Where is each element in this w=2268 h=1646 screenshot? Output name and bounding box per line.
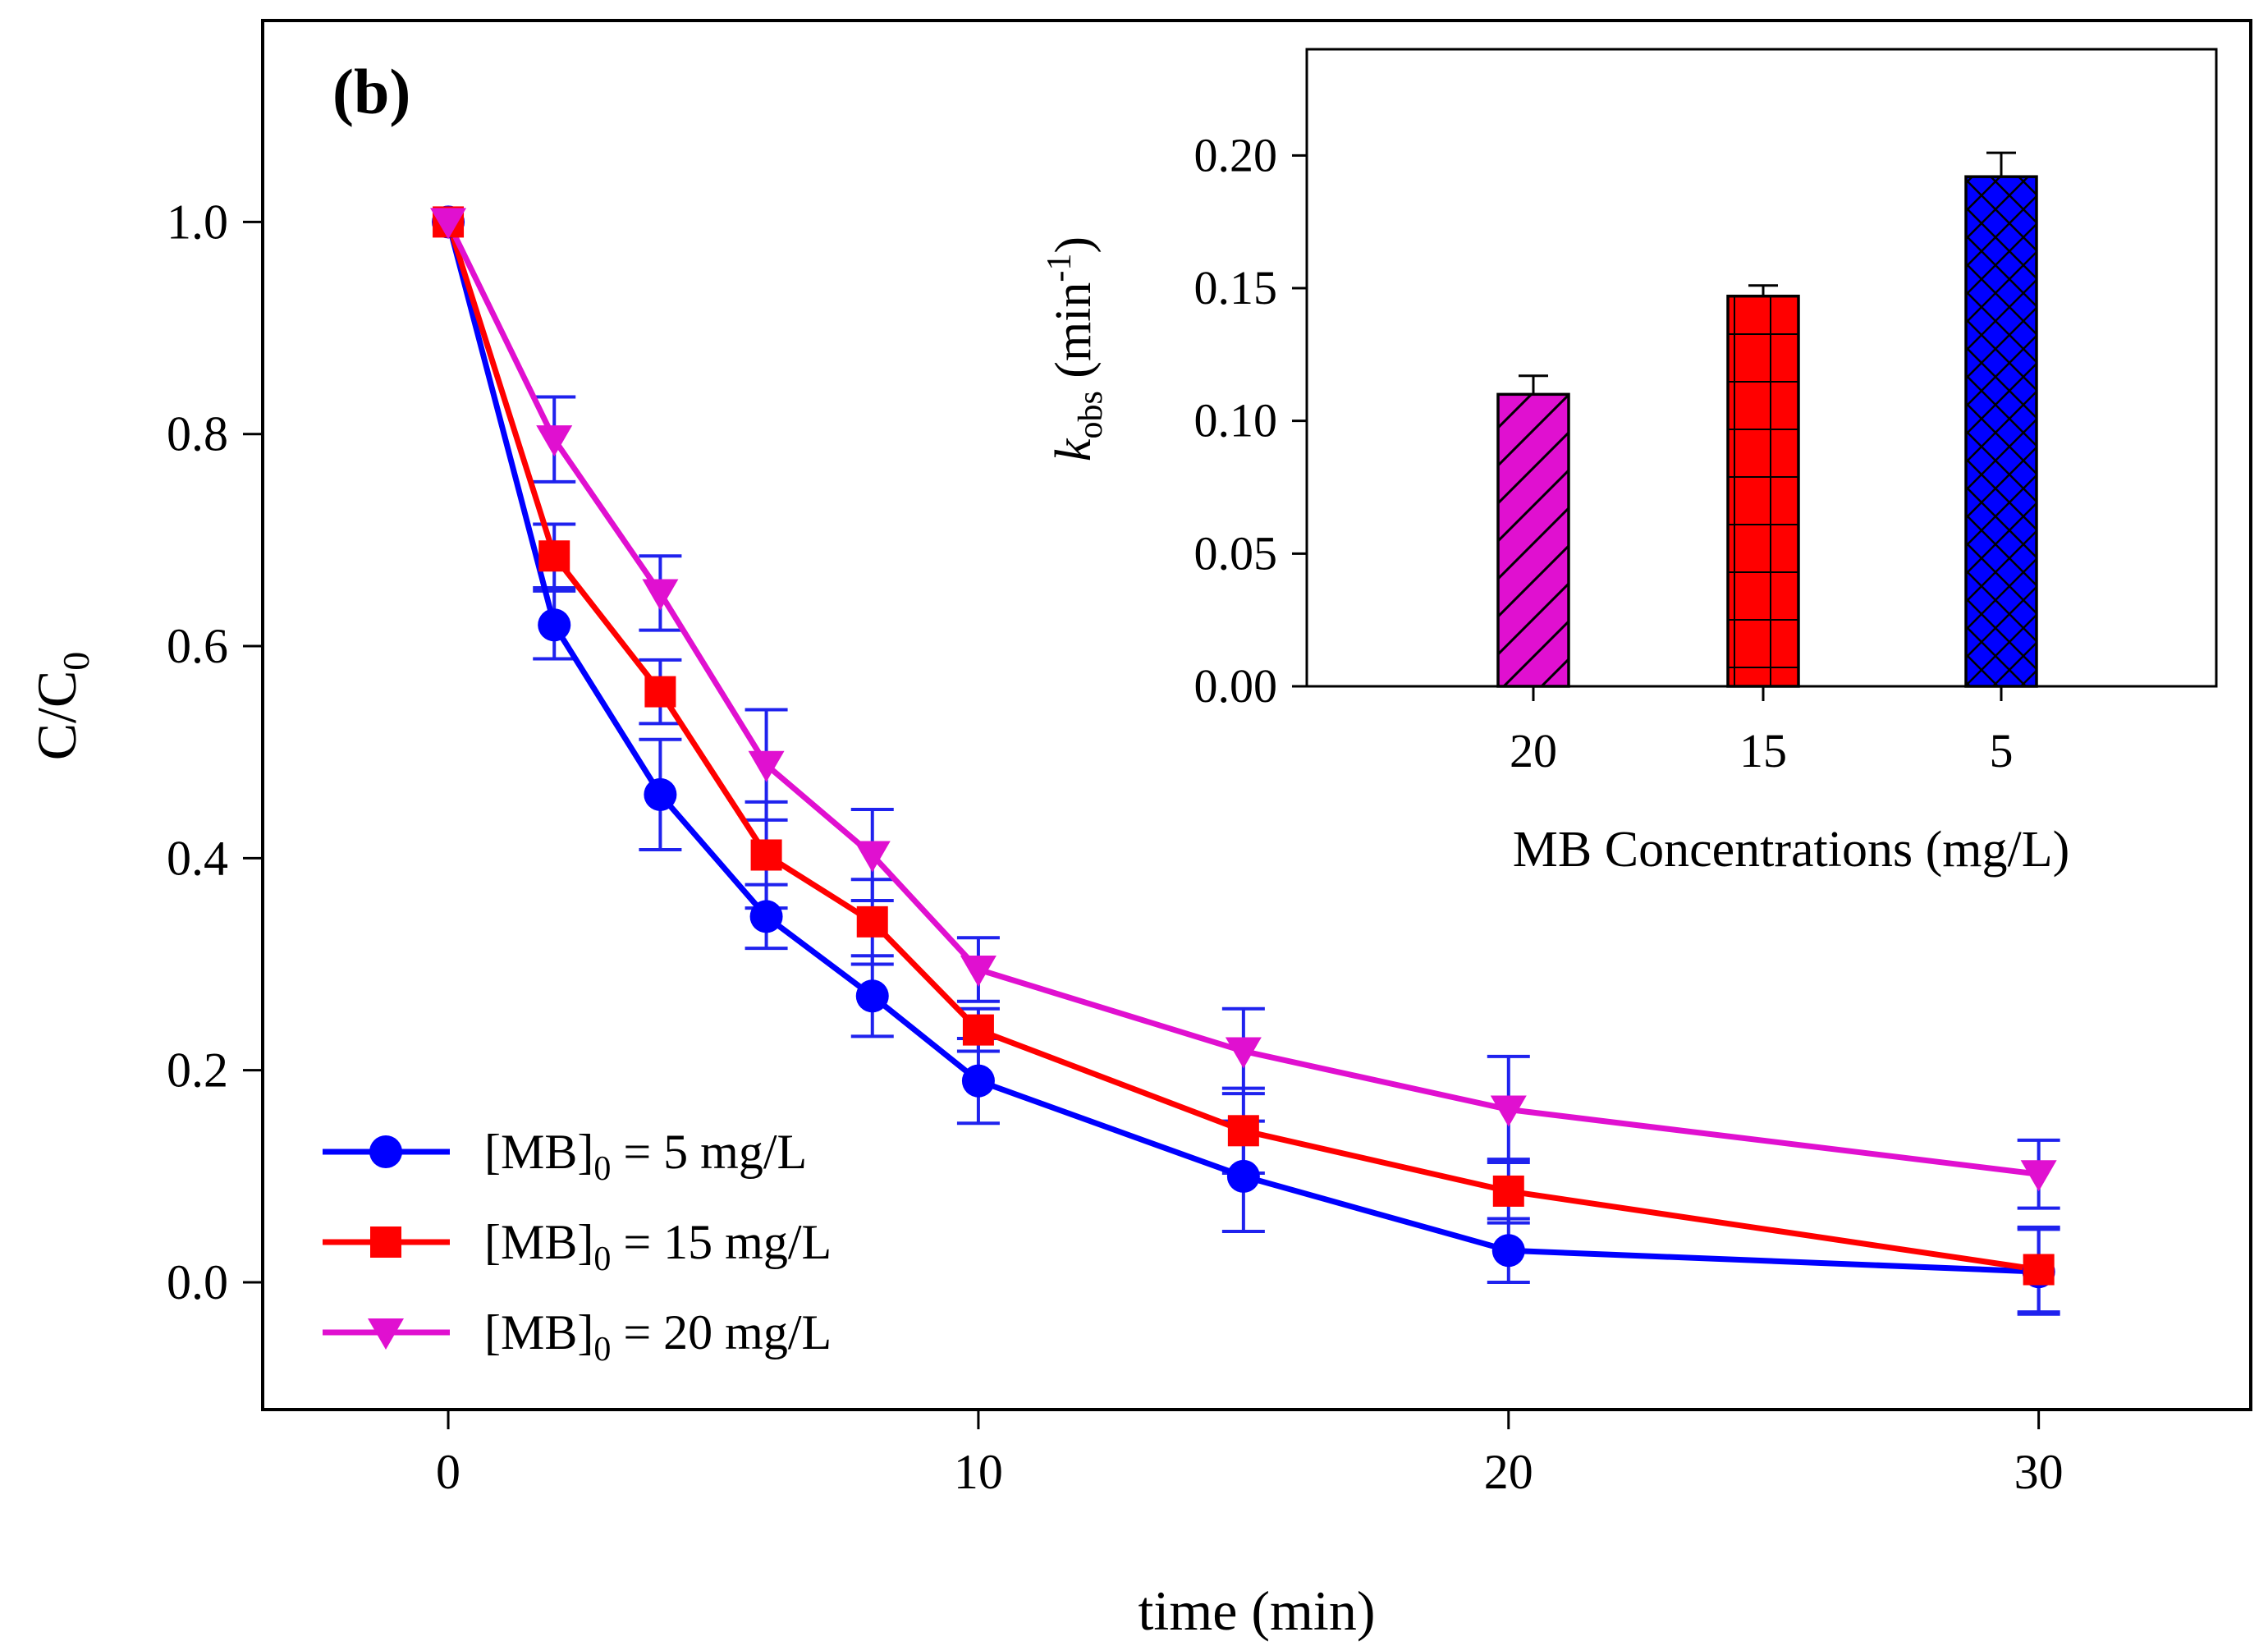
y-axis-title-subscript: 0 [55,652,97,671]
y-tick-label: 0.8 [167,407,228,461]
legend-swatch-marker [370,1226,401,1258]
data-point [855,979,889,1013]
y-tick-label: 0.2 [167,1043,228,1098]
inset-bar-15 [1726,294,1800,688]
inset-y-tick-label: 0.05 [1194,526,1278,580]
legend-entry-1: [MB]0 = 5 mg/L [323,1125,807,1188]
inset-y-tick-label: 0.20 [1194,128,1278,181]
inset-y-tick-label: 0.00 [1194,659,1278,713]
legend-label: [MB]0 = 5 mg/L [484,1125,807,1188]
main-axes: 0 10 20 30 0.0 0.2 0.4 0.6 0.8 1.0 [167,195,2064,1499]
legend-label: [MB]0 = 15 mg/L [484,1215,832,1278]
y-tick-label: 0.0 [167,1255,228,1309]
inset-y-title-close: ) [1046,236,1102,254]
data-point [1490,1095,1527,1127]
data-point [644,676,676,708]
legend-label-subscript: 0 [593,1240,611,1278]
legend-label-main: [MB] [484,1215,593,1269]
inset-y-title-superscript: -1 [1041,254,1079,282]
data-point [1226,1159,1260,1193]
error-bars-series-1 [533,589,2060,1316]
legend-entry-2: [MB]0 = 15 mg/L [323,1215,832,1278]
legend-label-main: [MB] [484,1305,593,1359]
data-point [748,750,785,782]
legend-label-subscript: 0 [593,1331,611,1369]
data-point [2023,1254,2055,1286]
data-point [749,900,783,933]
data-point [854,841,891,873]
inset-bar-5 [1964,175,2038,688]
inset-x-tick-label: 15 [1739,724,1787,777]
legend-label: [MB]0 = 20 mg/L [484,1305,832,1369]
main-series-layer [430,205,2060,1316]
data-point [538,608,571,642]
x-tick-label: 30 [2014,1445,2064,1499]
inset-axes: 0.00 0.05 0.10 0.15 0.20 [1194,128,1307,713]
data-point [642,579,679,611]
legend-label-subscript: 0 [593,1150,611,1188]
legend-entry-3: [MB]0 = 20 mg/L [323,1305,832,1369]
inset-y-title-unit: (min [1046,282,1102,392]
inset-x-tick-label: 20 [1510,724,1557,777]
x-tick-label: 10 [954,1445,1003,1499]
legend: [MB]0 = 5 mg/L[MB]0 = 15 mg/L[MB]0 = 20 … [323,1125,832,1369]
data-point [538,540,570,572]
data-point [430,208,467,240]
main-plot-frame [261,19,2252,1411]
legend-swatch-marker [368,1318,404,1350]
x-axis-title: time (min) [1139,1580,1376,1642]
inset-y-tick-label: 0.15 [1194,261,1278,314]
data-point [856,906,888,938]
inset-bar-20 [1496,392,1570,688]
markers-series-3 [430,208,2057,1192]
data-point [750,839,782,871]
data-point [1491,1234,1525,1268]
y-tick-label: 0.4 [167,831,228,885]
data-point [2020,1160,2057,1192]
legend-label-tail: = 20 mg/L [611,1305,832,1359]
data-point [962,1014,994,1046]
y-tick-label: 1.0 [167,195,228,249]
y-axis-title: C/C0 [25,652,97,761]
legend-label-tail: = 5 mg/L [611,1125,807,1179]
data-point [536,425,573,457]
inset-y-title-subscript: obs [1072,391,1110,438]
y-tick-label: 0.6 [167,619,228,673]
inset-bars-layer: 20 15 5 [1496,151,2038,777]
legend-swatch-marker [369,1135,402,1168]
panel-label: (b) [332,56,410,127]
inset-y-tick-label: 0.10 [1194,394,1278,447]
data-point [1225,1037,1262,1069]
x-tick-label: 0 [436,1445,460,1499]
data-point [961,1064,995,1098]
inset-y-title-k: k [1046,438,1102,461]
inset-x-axis-title: MB Concentrations (mg/L) [1513,822,2069,878]
x-tick-label: 20 [1484,1445,1533,1499]
inset-x-tick-label: 5 [1990,724,2014,777]
data-point [644,777,677,811]
legend-label-main: [MB] [484,1125,593,1179]
markers-series-1 [432,205,2055,1289]
legend-label-tail: = 15 mg/L [611,1215,832,1269]
data-point [960,955,997,987]
data-point [1227,1115,1259,1147]
data-point [1492,1175,1524,1207]
inset-y-axis-title: kobs (min-1) [1041,236,1110,461]
y-axis-title-main: C/C [25,671,88,761]
